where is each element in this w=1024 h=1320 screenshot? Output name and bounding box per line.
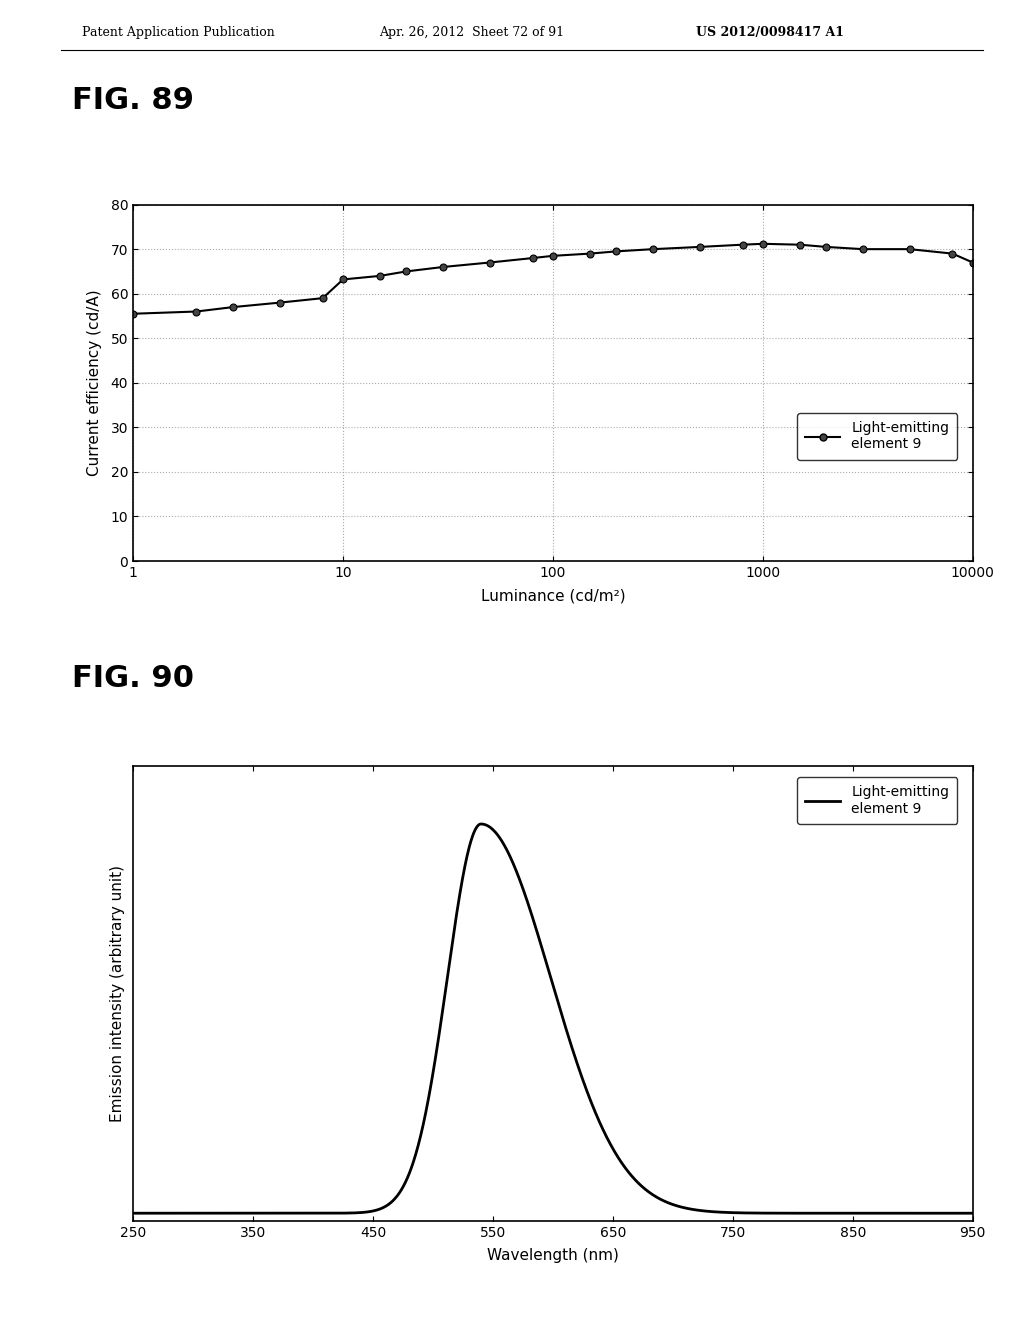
X-axis label: Luminance (cd/m²): Luminance (cd/m²): [480, 589, 626, 603]
Legend: Light-emitting
element 9: Light-emitting element 9: [797, 413, 957, 459]
Text: Patent Application Publication: Patent Application Publication: [82, 26, 274, 40]
Text: Apr. 26, 2012  Sheet 72 of 91: Apr. 26, 2012 Sheet 72 of 91: [379, 26, 564, 40]
Text: FIG. 90: FIG. 90: [72, 664, 194, 693]
Y-axis label: Emission intensity (arbitrary unit): Emission intensity (arbitrary unit): [110, 865, 125, 1122]
Legend: Light-emitting
element 9: Light-emitting element 9: [797, 777, 957, 824]
X-axis label: Wavelength (nm): Wavelength (nm): [487, 1249, 618, 1263]
Text: US 2012/0098417 A1: US 2012/0098417 A1: [696, 26, 845, 40]
Y-axis label: Current efficiency (cd/A): Current efficiency (cd/A): [87, 289, 102, 477]
Text: FIG. 89: FIG. 89: [72, 86, 194, 115]
